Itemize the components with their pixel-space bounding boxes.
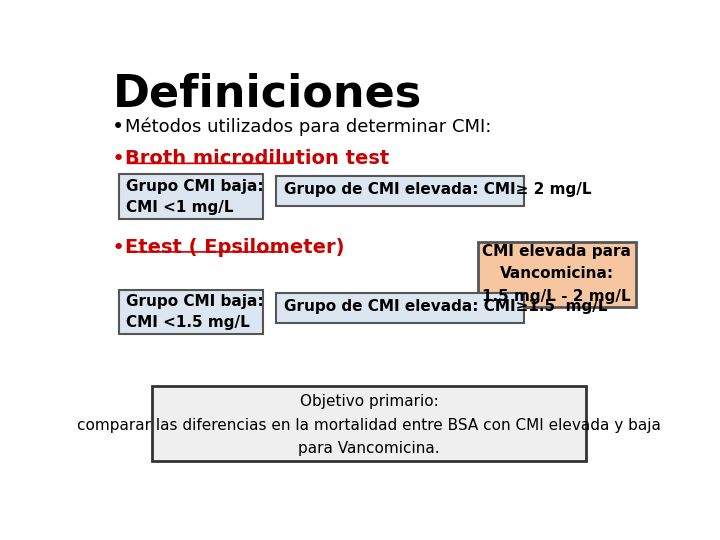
Text: Etest ( Epsilometer): Etest ( Epsilometer) — [125, 238, 344, 257]
Text: •: • — [112, 117, 124, 137]
Text: CMI elevada para
Vancomicina:
1.5 mg/L - 2 mg/L: CMI elevada para Vancomicina: 1.5 mg/L -… — [482, 244, 631, 303]
FancyBboxPatch shape — [120, 174, 263, 219]
Text: Grupo CMI baja:
CMI <1.5 mg/L: Grupo CMI baja: CMI <1.5 mg/L — [126, 294, 264, 330]
FancyBboxPatch shape — [152, 386, 586, 461]
Text: Grupo CMI baja:
CMI <1 mg/L: Grupo CMI baja: CMI <1 mg/L — [126, 179, 264, 215]
Text: Definiciones: Definiciones — [113, 72, 423, 116]
FancyBboxPatch shape — [120, 289, 263, 334]
Text: •: • — [112, 150, 125, 170]
FancyBboxPatch shape — [477, 242, 636, 307]
Text: •: • — [112, 238, 125, 258]
Text: Objetivo primario:
comparar las diferencias en la mortalidad entre BSA con CMI e: Objetivo primario: comparar las diferenc… — [77, 394, 661, 456]
Text: Métodos utilizados para determinar CMI:: Métodos utilizados para determinar CMI: — [125, 117, 491, 136]
Text: Grupo de CMI elevada: CMI≥ 2 mg/L: Grupo de CMI elevada: CMI≥ 2 mg/L — [284, 182, 591, 197]
FancyBboxPatch shape — [276, 177, 524, 206]
Text: Broth microdilution test: Broth microdilution test — [125, 150, 389, 168]
FancyBboxPatch shape — [276, 294, 524, 323]
Text: Grupo de CMI elevada: CMI≥1.5  mg/L: Grupo de CMI elevada: CMI≥1.5 mg/L — [284, 299, 607, 314]
